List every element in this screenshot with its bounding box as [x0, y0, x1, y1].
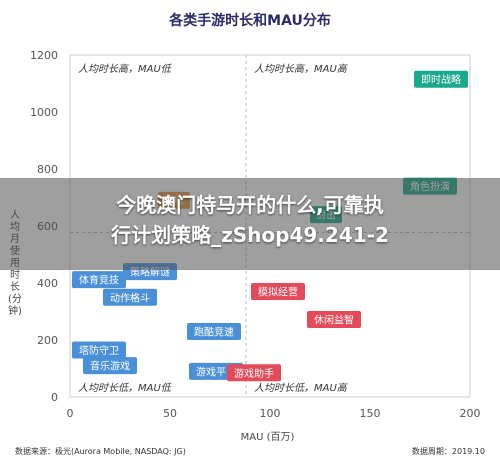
data-point-box — [72, 271, 126, 289]
x-tick-label: 0 — [67, 407, 74, 420]
y-tick-label: 800 — [37, 163, 58, 176]
data-point-label: 游戏平台 — [196, 365, 236, 378]
data-point-box — [251, 283, 305, 301]
watermark-overlay — [0, 178, 500, 270]
period-note: 数据周期：2019.10 — [411, 447, 485, 456]
data-point-box — [414, 70, 468, 88]
y-tick-label: 1200 — [30, 49, 58, 62]
quadrant-label-top-left: 人均时长高，MAU低 — [78, 63, 173, 75]
data-point-box — [83, 357, 137, 375]
chart-footer: 数据来源：极光(Aurora Mobile, NASDAQ: JG) 数据周期：… — [15, 446, 485, 458]
x-tick-label: 50 — [163, 407, 177, 420]
data-point-label: 体育竞技 — [79, 274, 119, 287]
data-point-label: 塔防守卫 — [79, 344, 119, 357]
y-tick-label: 200 — [37, 334, 58, 347]
overlay-line-1: 今晚澳门特马开的什么,可靠执 — [116, 193, 384, 217]
data-point-label: 休闲益智 — [314, 313, 354, 326]
x-axis-label: MAU (百万) — [240, 432, 295, 443]
source-note: 数据来源：极光(Aurora Mobile, NASDAQ: JG) — [15, 447, 186, 456]
y-tick-label: 400 — [37, 277, 58, 290]
overlay-line-2: 行计划策略_zShop49.241-2 — [111, 223, 389, 247]
data-point-label: 跑酷竞速 — [194, 325, 234, 338]
x-tick-label: 100 — [260, 407, 281, 420]
data-point-box — [103, 288, 157, 306]
x-tick-label: 150 — [360, 407, 381, 420]
quadrant-label-bottom-left: 人均时长低，MAU低 — [78, 382, 173, 394]
data-point-label: 动作格斗 — [110, 291, 150, 304]
overlay-text: 今晚澳门特马开的什么,可靠执 行计划策略_zShop49.241-2 — [0, 190, 500, 250]
data-point-box — [307, 310, 361, 328]
data-point-box — [72, 341, 126, 359]
quadrant-label-bottom-right: 人均时长低，MAU高 — [254, 382, 349, 394]
data-point-label: 游戏助手 — [234, 367, 274, 380]
quadrant-label-top-right: 人均时长高，MAU高 — [254, 63, 349, 75]
data-point-label: 音乐游戏 — [90, 360, 130, 373]
y-tick-label: 0 — [51, 391, 58, 404]
chart-title: 各类手游时长和MAU分布 — [169, 13, 331, 29]
x-tick-label: 200 — [460, 407, 481, 420]
y-tick-label: 1000 — [30, 106, 58, 119]
data-point-box — [227, 364, 281, 382]
data-point-label: 模拟经营 — [258, 286, 298, 299]
data-point-label: 即时战略 — [421, 73, 461, 86]
data-point-box — [187, 322, 241, 340]
